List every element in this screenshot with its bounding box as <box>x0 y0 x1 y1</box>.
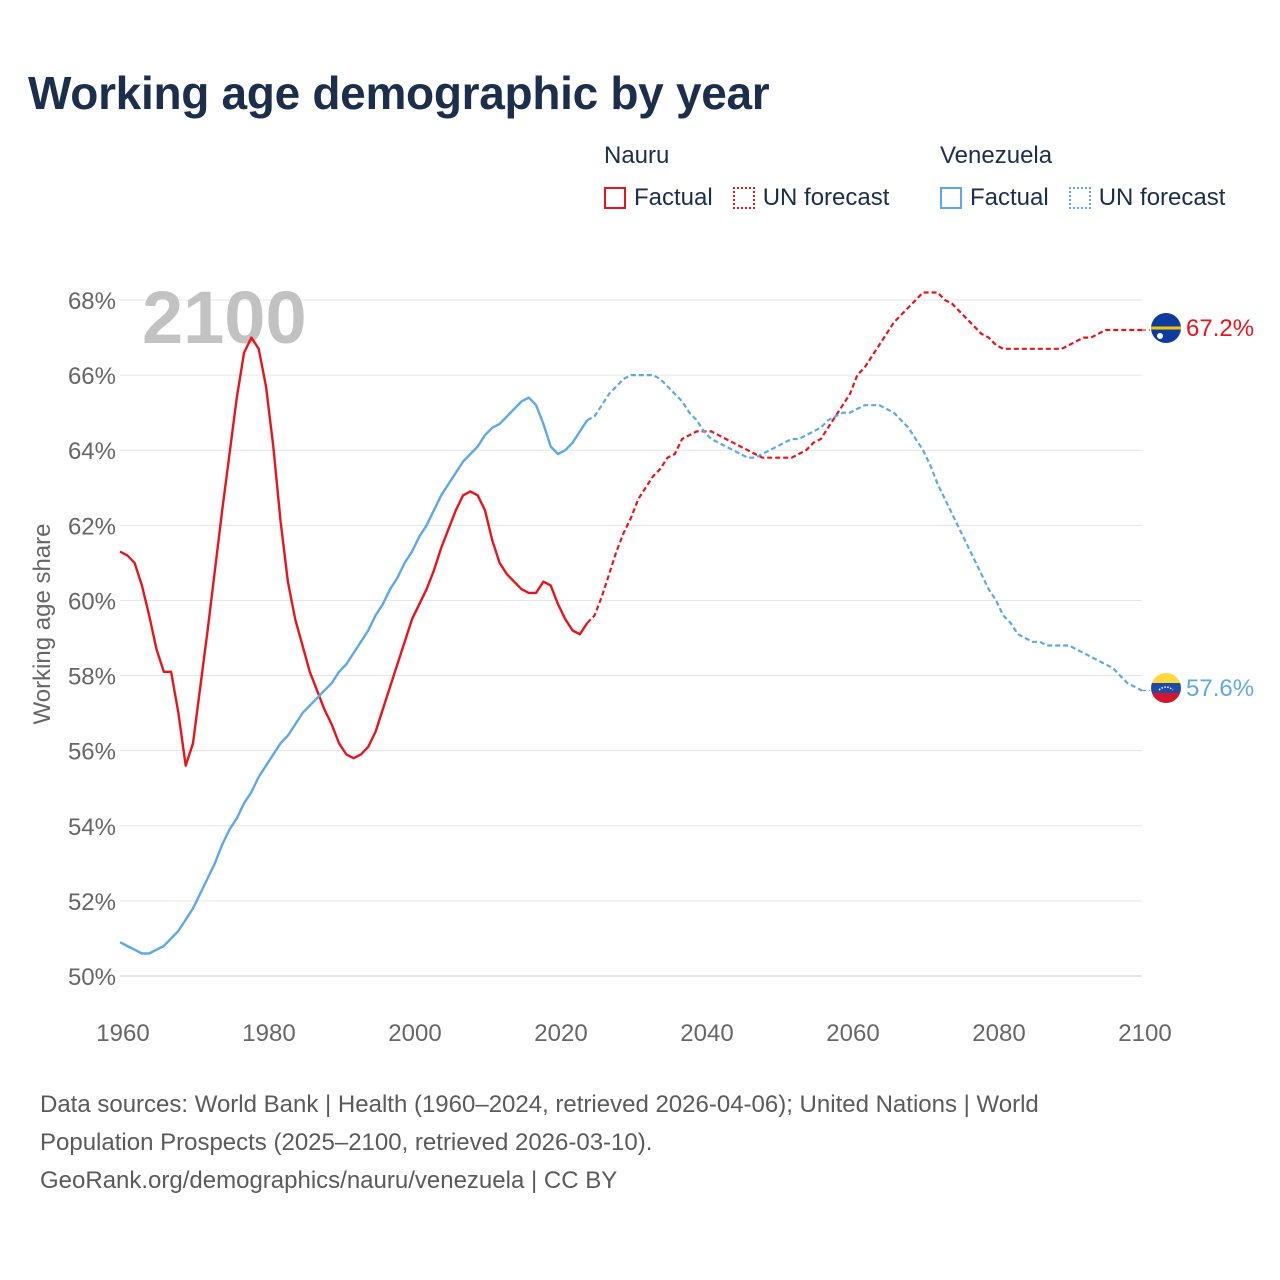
y-tick-label: 50% <box>68 964 116 991</box>
legend-swatch-dotted <box>732 187 755 209</box>
legend-label: UN forecast <box>1098 184 1226 211</box>
y-axis-label: Working age share <box>29 524 56 725</box>
legend-item-venezuela-forecast[interactable]: UN forecast <box>1068 184 1226 212</box>
venezuela-factual-line <box>119 396 589 955</box>
venezuela-end-label: 57.6% <box>1186 675 1254 702</box>
nauru-forecast-line <box>586 291 1142 624</box>
legend-group-nauru: Nauru Factual UN forecast <box>604 142 909 212</box>
x-tick-label: 2040 <box>680 1020 733 1047</box>
year-watermark: 2100 <box>142 276 307 359</box>
x-tick-label: 2000 <box>388 1020 441 1047</box>
nauru-end-label: 67.2% <box>1186 315 1254 342</box>
venezuela-flag-icon <box>1151 673 1181 703</box>
y-tick-label: 54% <box>68 814 116 841</box>
y-tick-label: 62% <box>68 513 116 540</box>
y-tick-label: 60% <box>68 588 116 615</box>
x-tick-label: 1980 <box>242 1020 295 1047</box>
y-axis-ticks: 50% 52% 54% 56% 58% 60% 62% 64% 66% 68% <box>68 288 116 991</box>
legend-item-nauru-forecast[interactable]: UN forecast <box>732 184 890 212</box>
x-tick-label: 1960 <box>96 1020 149 1047</box>
series-layer <box>119 291 1150 955</box>
x-tick-label: 2060 <box>826 1020 879 1047</box>
sources-line-1: Data sources: World Bank | Health (1960–… <box>40 1091 1039 1118</box>
x-axis-ticks: 1960 1980 2000 2020 2040 2060 2080 2100 <box>96 1020 1171 1047</box>
x-tick-label: 2020 <box>534 1020 587 1047</box>
legend-swatch-solid <box>604 187 626 209</box>
nauru-factual-line <box>119 336 589 767</box>
legend-label: Factual <box>970 184 1049 211</box>
venezuela-forecast-line <box>586 374 1143 692</box>
legend-item-venezuela-factual[interactable]: Factual <box>940 184 1049 212</box>
legend-label: Factual <box>634 184 713 211</box>
gridlines <box>120 299 1142 977</box>
legend-group-name: Nauru <box>604 142 670 169</box>
x-tick-label: 2100 <box>1118 1020 1171 1047</box>
line-chart: 2100 50% 52% 54% 56% 58% 60% 62% 64% 66% 68% 1960… <box>29 276 1254 1047</box>
y-tick-label: 58% <box>68 664 116 691</box>
sources-link[interactable]: GeoRank.org/demographics/nauru/venezuela… <box>40 1167 618 1194</box>
legend-label: UN forecast <box>762 184 890 211</box>
chart-title: Working age demographic by year <box>28 67 770 119</box>
legend-swatch-solid <box>940 187 962 209</box>
x-tick-label: 2080 <box>972 1020 1025 1047</box>
y-tick-label: 68% <box>68 288 116 315</box>
y-tick-label: 64% <box>68 438 116 465</box>
data-sources-note: Data sources: World Bank | Health (1960–… <box>40 1086 1190 1200</box>
y-tick-label: 56% <box>68 739 116 766</box>
y-tick-label: 52% <box>68 889 116 916</box>
legend-item-nauru-factual[interactable]: Factual <box>604 184 713 212</box>
legend-group-venezuela: Venezuela Factual UN forecast <box>940 142 1245 212</box>
legend-group-name: Venezuela <box>940 142 1053 169</box>
nauru-flag-icon <box>1151 313 1181 343</box>
sources-line-2: Population Prospects (2025–2100, retriev… <box>40 1129 653 1156</box>
legend-swatch-dotted <box>1068 187 1091 209</box>
y-tick-label: 66% <box>68 363 116 390</box>
